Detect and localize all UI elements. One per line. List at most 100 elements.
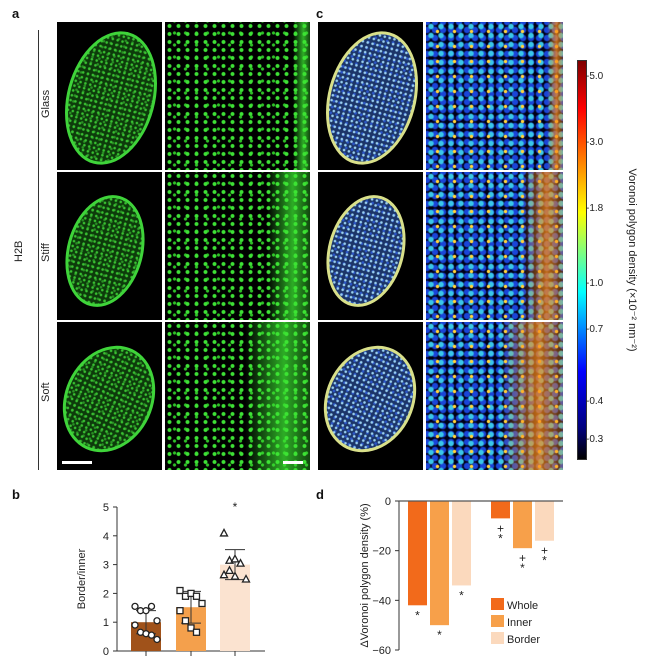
y-tick-label: 0 <box>385 496 391 508</box>
legend-swatch-border <box>491 632 504 644</box>
bar-stiff-whole <box>408 501 427 606</box>
y-axis-label: ΔVoronoi polygon density (%) <box>359 503 371 647</box>
image-c-glass-zoom <box>426 22 563 170</box>
data-point <box>142 607 150 615</box>
colorbar-tick: -3.0 <box>586 136 604 148</box>
data-point <box>176 607 184 615</box>
bar-soft-whole <box>491 501 510 519</box>
data-point <box>219 528 229 537</box>
data-point <box>187 624 195 632</box>
y-tick-label: 2 <box>103 588 109 600</box>
scale-bar <box>62 461 92 464</box>
significance-mark: + <box>519 551 526 565</box>
image-a-stiff-zoom <box>165 172 310 320</box>
chart-b: 0 1 2 3 4 5 Border/inner * <box>76 500 265 658</box>
nuclear-border <box>292 22 310 170</box>
significance-mark: + <box>541 544 548 558</box>
significance-mark: * <box>520 561 525 575</box>
row-label-glass: Glass <box>40 89 52 118</box>
data-point <box>147 602 156 611</box>
nuclear-border <box>521 172 563 320</box>
y-tick-label: 5 <box>103 502 109 514</box>
panel-label-c: c <box>316 6 324 21</box>
colorbar-tick: -0.3 <box>586 433 604 445</box>
colorbar-tick: -5.0 <box>586 70 604 82</box>
data-point <box>192 592 201 600</box>
data-point <box>198 599 206 608</box>
colorbar <box>577 60 587 460</box>
bar-soft-inner <box>513 501 532 549</box>
image-c-stiff-whole <box>318 172 423 320</box>
nucleus <box>318 330 423 468</box>
significance-mark: * <box>233 500 238 514</box>
legend-label-whole: Whole <box>507 600 538 612</box>
significance-mark: * <box>498 531 503 545</box>
image-a-glass-whole <box>57 22 162 170</box>
data-point <box>131 621 139 629</box>
zoom-texture <box>426 22 563 170</box>
image-a-stiff-whole <box>57 172 162 320</box>
significance-mark: * <box>437 628 442 642</box>
nuclear-border <box>501 322 563 470</box>
significance-mark: * <box>415 608 420 622</box>
row-label-stiff: Stiff <box>40 243 52 262</box>
colorbar-label: Voronoi polygon density (×10⁻² nm⁻²) <box>626 168 638 352</box>
group-bracket <box>38 30 39 470</box>
y-tick-label: 3 <box>103 560 109 572</box>
data-point <box>224 565 235 575</box>
image-a-soft-zoom <box>165 322 310 470</box>
data-point <box>230 571 240 580</box>
panel-label-a: a <box>12 6 20 21</box>
data-point <box>192 628 201 636</box>
panel-label-d: d <box>316 487 324 502</box>
significance-mark: + <box>497 521 504 535</box>
nucleus <box>57 22 162 170</box>
bar-stiff-border <box>452 501 471 586</box>
colorbar-tick: -1.0 <box>586 278 604 290</box>
nucleus <box>57 186 157 316</box>
image-c-glass-whole <box>318 22 423 170</box>
image-a-glass-zoom <box>165 22 310 170</box>
row-label-soft: Soft <box>40 382 52 402</box>
nucleus <box>318 22 423 170</box>
colorbar-tick: -0.4 <box>586 396 604 408</box>
legend-swatch-inner <box>491 615 504 627</box>
image-a-soft-whole <box>57 322 162 470</box>
y-tick-label: 0 <box>103 646 109 658</box>
y-tick-label: 1 <box>103 617 109 629</box>
nucleus <box>57 330 162 468</box>
y-axis-label: Border/inner <box>76 548 88 609</box>
zoom-texture <box>165 22 310 170</box>
y-tick-label: −40 <box>372 595 391 607</box>
data-point <box>153 635 161 644</box>
nuclear-border <box>546 22 563 170</box>
bar-soft-border <box>535 501 554 541</box>
significance-mark: * <box>542 554 547 568</box>
y-tick-label: −60 <box>372 645 391 657</box>
legend-label-inner: Inner <box>507 617 532 629</box>
image-c-soft-whole <box>318 322 423 470</box>
legend-swatch-whole <box>491 598 504 610</box>
data-point <box>153 617 161 625</box>
data-point <box>241 574 251 583</box>
data-point <box>230 553 240 563</box>
data-point <box>219 569 229 579</box>
scale-bar <box>283 461 303 464</box>
data-point <box>147 631 156 639</box>
data-point <box>131 602 139 611</box>
image-c-stiff-zoom <box>426 172 563 320</box>
data-point <box>235 558 246 567</box>
nucleus <box>318 186 418 316</box>
significance-mark: * <box>459 588 464 602</box>
protein-label: H2B <box>13 240 25 262</box>
nuclear-border <box>244 322 310 470</box>
y-tick-label: −20 <box>372 546 391 558</box>
panel-label-b: b <box>12 487 20 502</box>
colorbar-label-wrap: Voronoi polygon density (×10⁻² nm⁻²) <box>625 130 639 390</box>
image-c-soft-zoom <box>426 322 563 470</box>
nuclear-border <box>266 172 310 320</box>
bar-stiff-inner <box>430 501 449 626</box>
legend-label-border: Border <box>507 634 540 646</box>
